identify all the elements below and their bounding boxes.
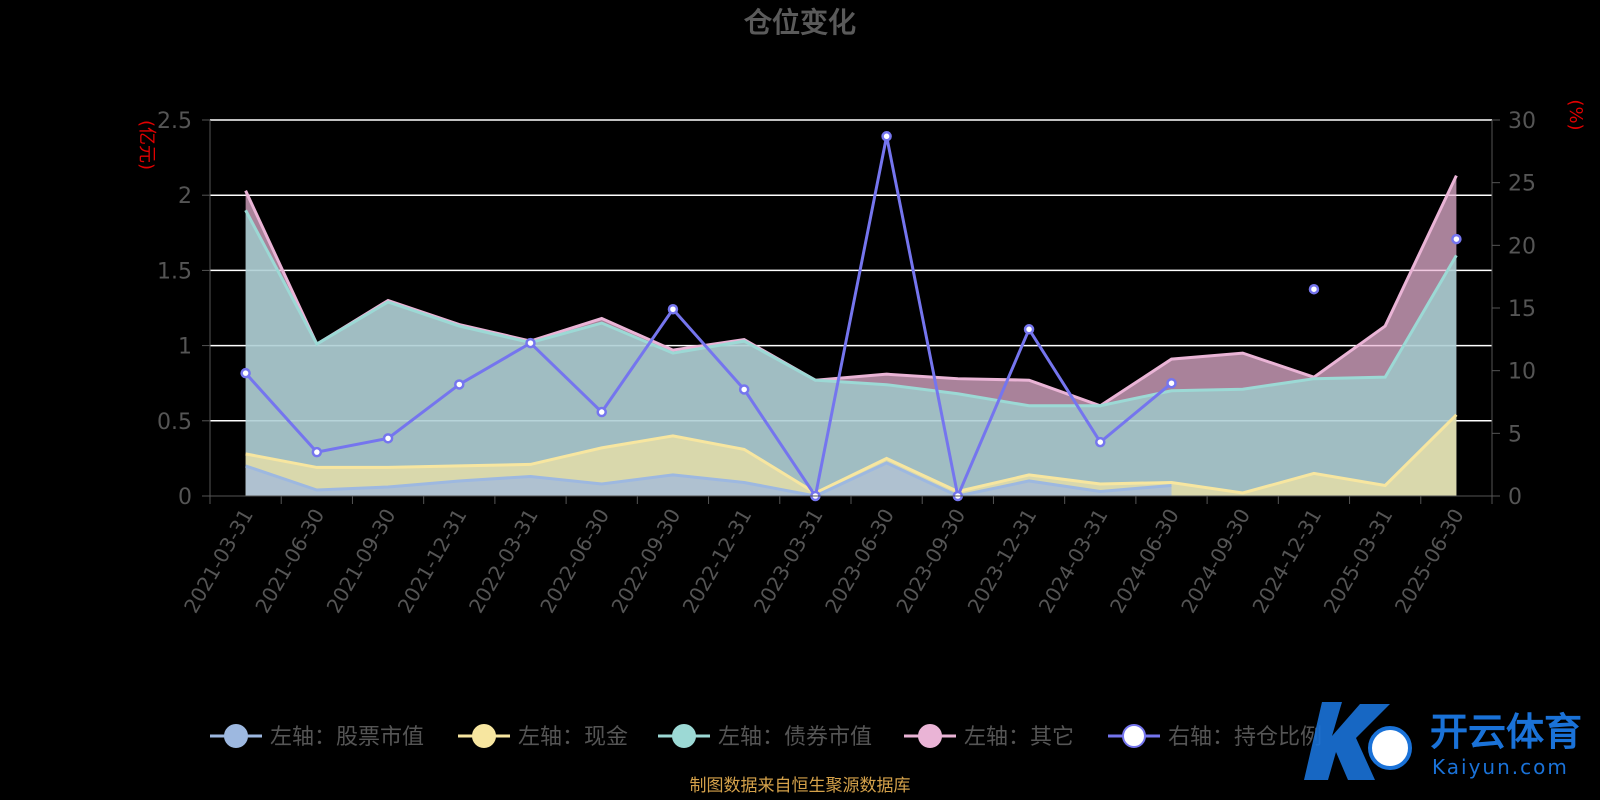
left-tick-label: 1: [178, 335, 192, 360]
x-tick-label: 2021-06-30: [250, 505, 329, 618]
ratio-point: [311, 446, 323, 458]
legend-marker-ratio: [1122, 724, 1146, 748]
line-bond: [244, 209, 1458, 408]
line-stock: [245, 461, 1172, 498]
x-tick-label: 2022-09-30: [606, 505, 685, 618]
x-tick-label: 2023-06-30: [820, 505, 899, 618]
x-tick-label: 2021-03-31: [179, 505, 258, 618]
x-tick-label: 2023-09-30: [891, 505, 970, 618]
x-tick-label: 2022-03-31: [464, 505, 543, 618]
x-tick-label: 2021-09-30: [321, 505, 400, 618]
ratio-point: [738, 384, 750, 395]
x-tick-label: 2023-03-31: [749, 505, 828, 618]
x-tick-label: 2024-12-31: [1247, 505, 1326, 618]
watermark-name: 开云体育: [1430, 710, 1582, 754]
x-tick-label: 2024-03-31: [1034, 505, 1113, 618]
right-tick-label: 15: [1508, 297, 1536, 322]
left-tick-label: 0.5: [157, 410, 192, 435]
right-tick-label: 20: [1508, 234, 1536, 259]
ratio-point: [1095, 436, 1106, 448]
x-tick-label: 2025-03-31: [1319, 505, 1398, 618]
ratio-point: [596, 406, 607, 418]
left-tick-label: 2: [178, 184, 192, 209]
legend-marker-bond: [672, 724, 696, 748]
ratio-point: [454, 379, 465, 390]
legend-marker-cash: [472, 724, 496, 748]
right-tick-label: 5: [1508, 422, 1522, 447]
x-tick-label: 2024-09-30: [1176, 505, 1255, 618]
right-tick-label: 25: [1508, 172, 1536, 197]
ratio-point: [1023, 324, 1035, 335]
line-ratio: [244, 136, 1173, 502]
legend-label-other: 左轴：其它: [964, 725, 1074, 750]
legend-label-stock: 左轴：股票市值: [270, 725, 424, 750]
x-tick-label: 2022-06-30: [535, 505, 614, 618]
chart-title: 仓位变化: [744, 6, 856, 39]
ratio-point: [667, 304, 679, 315]
left-tick-label: 2.5: [157, 109, 192, 134]
left-tick-label: 1.5: [157, 259, 192, 284]
area-bond: [245, 210, 1457, 497]
legend-label-bond: 左轴：债券市值: [718, 725, 872, 750]
right-axis-unit: (%): [1565, 99, 1586, 130]
line-cash: [245, 413, 1458, 495]
k-logo-icon: [1304, 702, 1390, 780]
legend-label-ratio: 右轴：持仓比例: [1168, 725, 1322, 750]
left-axis-unit: (亿元): [136, 120, 157, 170]
legend-marker-stock: [224, 724, 248, 748]
x-tick-label: 2024-06-30: [1105, 505, 1184, 618]
legend-marker-other: [918, 724, 942, 748]
area-cash: [245, 414, 1457, 496]
right-tick-label: 10: [1508, 360, 1536, 385]
x-tick-label: 2022-12-31: [678, 505, 757, 618]
soccer-ball-icon: [1368, 726, 1412, 770]
right-tick-label: 0: [1508, 485, 1522, 510]
ratio-point: [382, 433, 394, 444]
right-tick-label: 30: [1508, 109, 1536, 134]
watermark-url: Kaiyun.com: [1432, 755, 1569, 779]
x-tick-label: 2025-06-30: [1390, 505, 1469, 618]
legend-label-cash: 左轴：现金: [518, 725, 628, 750]
ratio-point: [1451, 233, 1462, 245]
left-tick-label: 0: [178, 485, 192, 510]
ratio-point: [881, 131, 892, 142]
source-note: 制图数据来自恒生聚源数据库: [690, 776, 911, 796]
x-tick-label: 2023-12-31: [962, 505, 1041, 618]
ratio-point: [1166, 377, 1177, 389]
x-tick-label: 2021-12-31: [393, 505, 472, 618]
legend: 左轴：股票市值 左轴：现金 左轴：债券市值 左轴：其它 右轴：持仓比例: [210, 724, 1322, 750]
ratio-point: [1308, 283, 1320, 295]
area-series: [244, 175, 1458, 498]
ratio-point: [525, 337, 536, 349]
watermark-logo: 开云体育 Kaiyun.com: [1304, 702, 1582, 780]
ratio-point: [240, 367, 251, 379]
